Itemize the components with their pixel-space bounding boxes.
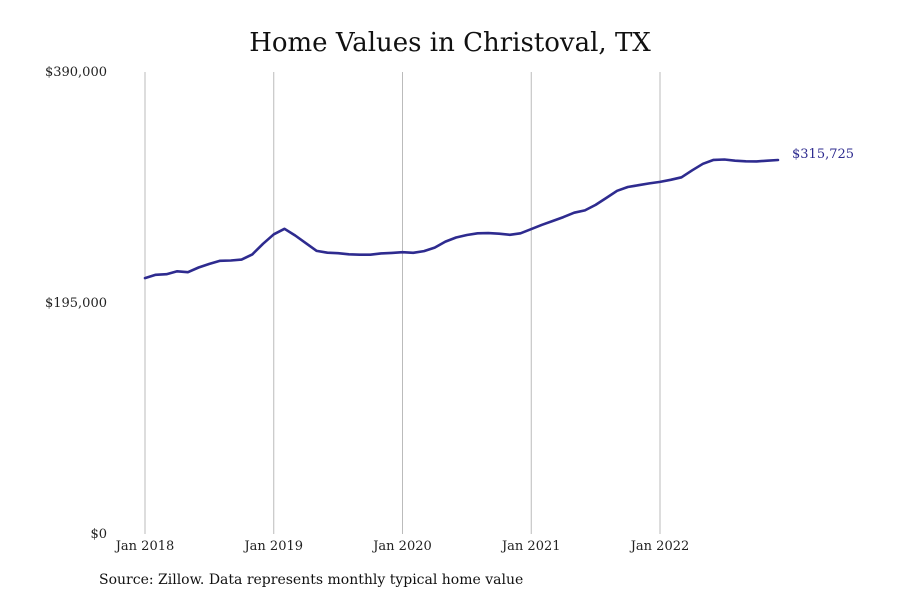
y-tick-label: $390,000 (45, 65, 107, 80)
x-tick-label: Jan 2018 (114, 539, 175, 554)
x-axis-ticks: Jan 2018 Jan 2019 Jan 2020 Jan 2021 Jan 2022 (114, 539, 690, 554)
x-tick-label: Jan 2020 (371, 539, 432, 554)
end-label-layer: $315,725 (792, 147, 854, 162)
chart-title: Home Values in Christoval, TX (249, 28, 651, 58)
y-tick-label: $195,000 (45, 296, 107, 311)
x-tick-label: Jan 2019 (242, 539, 303, 554)
x-tick-label: Jan 2022 (629, 539, 690, 554)
end-value-label: $315,725 (792, 147, 854, 162)
series-line (143, 158, 780, 280)
y-tick-label: $0 (90, 527, 107, 542)
y-axis-ticks: $0 $195,000 $390,000 (45, 65, 107, 542)
x-tick-label: Jan 2021 (500, 539, 561, 554)
source-note: Source: Zillow. Data represents monthly … (99, 572, 524, 588)
series-layer (143, 158, 780, 280)
grid-lines (144, 72, 661, 534)
